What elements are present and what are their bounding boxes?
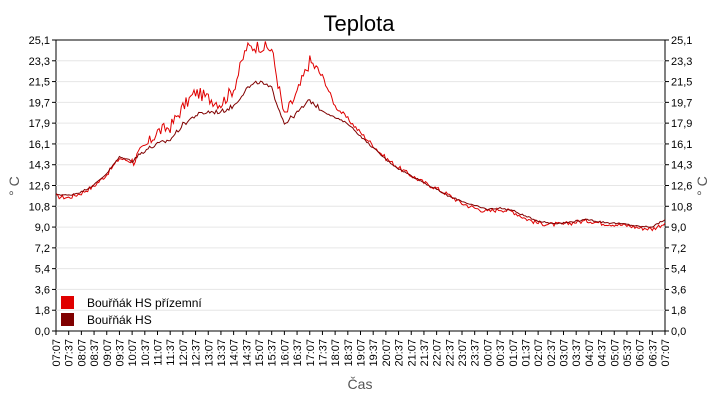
x-tick-label: 11:07	[153, 339, 165, 366]
y-tick-label-left: 14,3	[29, 160, 50, 172]
x-tick-label: 12:07	[178, 339, 190, 367]
x-tick-label: 21:07	[406, 339, 418, 367]
x-tick-label: 14:37	[241, 339, 253, 367]
x-tick-label: 15:37	[267, 339, 279, 367]
x-tick-label: 10:37	[140, 339, 152, 367]
y-tick-label-right: 7,2	[671, 243, 686, 255]
x-tick-label: 07:07	[660, 339, 672, 367]
legend-swatch-bournak-hs-prizemni	[61, 296, 74, 309]
y-axis-title-right: ° C	[694, 176, 710, 196]
x-tick-label: 04:37	[597, 339, 609, 367]
x-axis-title: Čas	[348, 376, 373, 392]
x-axis: 07:07 07:37 08:07 08:37 09:07 09:37 10:07 10:37…	[51, 331, 672, 367]
y-tick-label-right: 5,4	[671, 264, 686, 276]
y-tick-label-right: 1,8	[671, 305, 686, 317]
y-tick-label-right: 12,6	[671, 181, 692, 193]
x-tick-label: 18:37	[343, 339, 355, 367]
series-lines	[55, 41, 666, 232]
y-tick-label-right: 17,9	[671, 118, 692, 130]
chart-title: Teplota	[324, 11, 396, 36]
x-tick-label: 01:37	[520, 339, 532, 367]
x-tick-label: 12:37	[191, 339, 203, 367]
y-tick-label-right: 0,0	[671, 326, 686, 338]
x-tick-label: 19:07	[356, 339, 368, 367]
x-tick-label: 07:37	[64, 339, 76, 367]
y-tick-label-right: 16,1	[671, 139, 692, 151]
x-tick-label: 06:07	[635, 339, 647, 367]
y-tick-label-left: 10,8	[29, 201, 50, 213]
x-tick-label: 23:37	[470, 339, 482, 367]
x-tick-label: 06:37	[647, 339, 659, 367]
x-tick-label: 19:37	[368, 339, 380, 367]
y-tick-label-left: 5,4	[35, 264, 50, 276]
x-tick-label: 14:07	[229, 339, 241, 367]
y-tick-label-left: 3,6	[35, 284, 50, 296]
x-tick-label: 03:37	[571, 339, 583, 367]
x-tick-label: 16:37	[292, 339, 304, 367]
y-tick-label-left: 1,8	[35, 305, 50, 317]
y-tick-label-right: 14,3	[671, 160, 692, 172]
y-tick-label-left: 12,6	[29, 181, 50, 193]
x-tick-label: 20:37	[394, 339, 406, 367]
x-tick-label: 04:07	[584, 339, 596, 367]
x-tick-label: 17:07	[305, 339, 317, 367]
x-tick-label: 03:07	[559, 339, 571, 367]
y-tick-label-left: 21,5	[29, 77, 50, 89]
x-tick-label: 18:07	[330, 339, 342, 367]
x-tick-label: 22:07	[432, 339, 444, 367]
x-tick-label: 16:07	[279, 339, 291, 367]
x-tick-label: 21:37	[419, 339, 431, 367]
y-tick-label-right: 10,8	[671, 201, 692, 213]
legend-label-bournak-hs-prizemni: Bouřňák HS přízemní	[87, 296, 202, 310]
y-tick-label-right: 23,3	[671, 56, 692, 68]
x-tick-label: 02:07	[533, 339, 545, 367]
x-tick-label: 05:37	[622, 339, 634, 367]
legend-swatch-bournak-hs	[61, 313, 74, 326]
x-tick-label: 00:07	[482, 339, 494, 367]
y-tick-label-left: 17,9	[29, 118, 50, 130]
x-tick-label: 01:07	[508, 339, 520, 367]
y-tick-label-right: 3,6	[671, 284, 686, 296]
x-tick-label: 15:07	[254, 339, 266, 367]
x-tick-label: 13:37	[216, 339, 228, 367]
y-tick-label-left: 9,0	[35, 222, 50, 234]
x-tick-label: 13:07	[203, 339, 215, 367]
legend-label-bournak-hs: Bouřňák HS	[87, 313, 152, 327]
y-tick-label-left: 25,1	[29, 35, 50, 47]
y-axis-title-left: ° C	[6, 176, 22, 196]
x-tick-label: 08:07	[76, 339, 88, 367]
y-tick-label-left: 19,7	[29, 97, 50, 109]
x-tick-label: 02:37	[546, 339, 558, 367]
x-tick-label: 07:07	[51, 339, 63, 367]
y-tick-label-left: 7,2	[35, 243, 50, 255]
x-tick-label: 23:07	[457, 339, 469, 367]
x-tick-label: 05:07	[609, 339, 621, 367]
x-tick-label: 00:37	[495, 339, 507, 367]
x-tick-label: 17:37	[317, 339, 329, 367]
legend: Bouřňák HS přízemní Bouřňák HS	[61, 296, 202, 327]
x-tick-label: 11:37	[165, 339, 177, 366]
y-tick-label-right: 21,5	[671, 77, 692, 89]
y-axis-left: 0,0 1,8 3,6 5,4 7,2 9,0 10,8 12,6 14,3 16,1 17,9 19…	[29, 35, 56, 338]
y-axis-right: 0,0 1,8 3,6 5,4 7,2 9,0 10,8 12,6 14,3 16,1 17,9 19…	[665, 35, 692, 338]
series-line-0	[56, 41, 666, 232]
x-tick-label: 09:07	[102, 339, 114, 367]
x-tick-label: 08:37	[89, 339, 101, 367]
grid-lines	[56, 60, 665, 311]
y-tick-label-left: 23,3	[29, 56, 50, 68]
series-line-1	[55, 80, 666, 228]
x-tick-label: 10:07	[127, 339, 139, 367]
y-tick-label-right: 9,0	[671, 222, 686, 234]
x-tick-label: 09:37	[114, 339, 126, 367]
y-tick-label-left: 16,1	[29, 139, 50, 151]
y-tick-label-right: 19,7	[671, 97, 692, 109]
y-tick-label-left: 0,0	[35, 326, 50, 338]
x-tick-label: 22:37	[444, 339, 456, 367]
y-tick-label-right: 25,1	[671, 35, 692, 47]
x-tick-label: 20:07	[381, 339, 393, 367]
